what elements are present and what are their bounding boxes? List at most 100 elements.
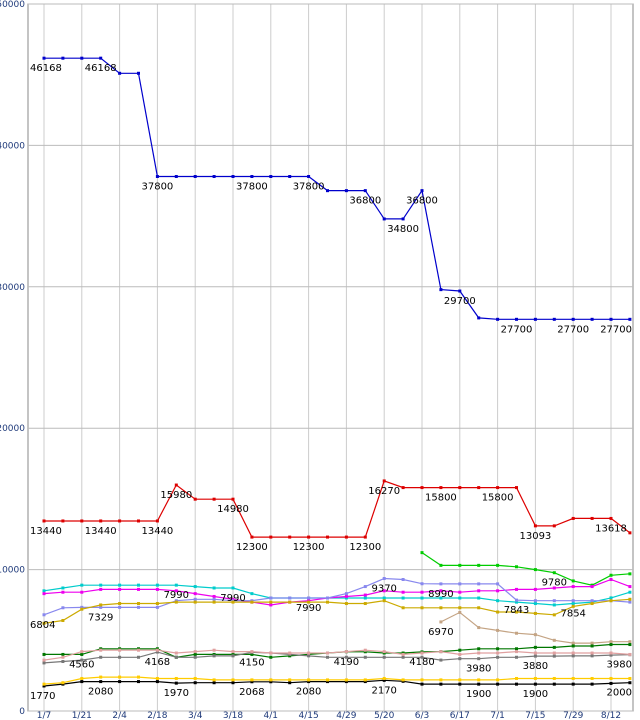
data-point bbox=[533, 633, 537, 637]
data-point bbox=[590, 516, 594, 520]
data-point bbox=[609, 681, 613, 685]
data-point bbox=[458, 657, 462, 661]
data-point bbox=[420, 678, 424, 682]
data-point bbox=[250, 680, 254, 684]
data-point bbox=[174, 681, 178, 685]
data-point bbox=[99, 605, 103, 609]
data-point bbox=[533, 645, 537, 649]
data-point bbox=[288, 678, 292, 682]
data-point bbox=[42, 589, 46, 593]
data-point bbox=[552, 654, 556, 658]
data-point bbox=[458, 610, 462, 614]
data-point bbox=[458, 596, 462, 600]
data-point bbox=[193, 175, 197, 179]
x-tick-label: 7/29 bbox=[563, 711, 583, 720]
data-label: 29700 bbox=[444, 296, 476, 307]
data-point bbox=[439, 682, 443, 686]
data-label: 2170 bbox=[371, 685, 396, 696]
data-point bbox=[628, 590, 632, 594]
data-point bbox=[401, 655, 405, 659]
data-point bbox=[137, 680, 140, 684]
data-point bbox=[458, 652, 462, 656]
data-point bbox=[99, 655, 103, 659]
data-point bbox=[590, 599, 594, 603]
data-point bbox=[571, 654, 575, 658]
data-point bbox=[174, 583, 178, 587]
data-point bbox=[174, 175, 178, 179]
data-point bbox=[420, 682, 424, 686]
data-point bbox=[439, 650, 443, 654]
data-point bbox=[193, 600, 197, 604]
data-point bbox=[609, 640, 613, 644]
data-point bbox=[344, 678, 348, 682]
data-point bbox=[458, 606, 462, 610]
series-10 bbox=[42, 648, 632, 662]
data-point bbox=[571, 604, 575, 608]
data-point bbox=[590, 676, 594, 680]
data-point bbox=[193, 676, 197, 680]
data-point bbox=[61, 590, 65, 594]
data-point bbox=[496, 486, 500, 490]
data-point bbox=[212, 175, 216, 179]
data-label: 27700 bbox=[501, 324, 533, 335]
data-point bbox=[193, 652, 197, 656]
data-point bbox=[42, 661, 46, 665]
data-point bbox=[231, 678, 235, 682]
data-point bbox=[80, 605, 84, 609]
data-point bbox=[515, 676, 518, 680]
data-point bbox=[628, 652, 632, 656]
data-point bbox=[137, 648, 140, 652]
data-point bbox=[344, 189, 348, 193]
data-point bbox=[212, 678, 216, 682]
data-point bbox=[458, 678, 462, 682]
data-label: 34800 bbox=[387, 224, 419, 235]
data-label: 12300 bbox=[236, 542, 268, 553]
data-point bbox=[174, 655, 178, 659]
data-point bbox=[344, 650, 348, 654]
series-line bbox=[43, 679, 630, 687]
data-point bbox=[552, 603, 556, 607]
data-point bbox=[496, 317, 500, 321]
data-point bbox=[326, 680, 329, 684]
data-point bbox=[118, 587, 122, 591]
data-point bbox=[533, 651, 537, 655]
data-label: 7990 bbox=[220, 593, 245, 604]
data-point bbox=[477, 626, 481, 630]
data-point bbox=[439, 596, 443, 600]
data-point bbox=[212, 594, 216, 598]
data-point bbox=[269, 535, 273, 539]
data-point bbox=[137, 587, 140, 591]
data-point bbox=[99, 648, 103, 652]
data-label: 7990 bbox=[164, 590, 189, 601]
data-point bbox=[344, 602, 348, 606]
data-point bbox=[401, 217, 405, 221]
data-point bbox=[212, 597, 216, 601]
data-label: 6970 bbox=[428, 627, 453, 638]
series-0 bbox=[42, 56, 632, 321]
data-point bbox=[552, 645, 556, 649]
data-point bbox=[552, 524, 556, 528]
data-point bbox=[193, 497, 197, 501]
data-point bbox=[420, 486, 424, 490]
data-point bbox=[61, 619, 65, 623]
data-point bbox=[477, 678, 481, 682]
data-point bbox=[401, 596, 405, 600]
series-line bbox=[44, 57, 630, 320]
data-point bbox=[515, 598, 518, 602]
data-point bbox=[80, 680, 84, 684]
data-label: 1770 bbox=[30, 691, 55, 702]
data-point bbox=[61, 655, 65, 659]
data-point bbox=[496, 599, 500, 603]
data-point bbox=[628, 597, 632, 601]
series-line bbox=[421, 552, 630, 586]
data-point bbox=[193, 597, 197, 601]
series-7 bbox=[439, 610, 632, 645]
data-point bbox=[326, 651, 329, 655]
data-point bbox=[344, 596, 348, 600]
data-point bbox=[609, 317, 613, 321]
data-point bbox=[42, 621, 46, 625]
data-point bbox=[496, 628, 500, 632]
data-point bbox=[628, 643, 632, 647]
data-point bbox=[439, 678, 443, 682]
data-point bbox=[250, 652, 254, 656]
